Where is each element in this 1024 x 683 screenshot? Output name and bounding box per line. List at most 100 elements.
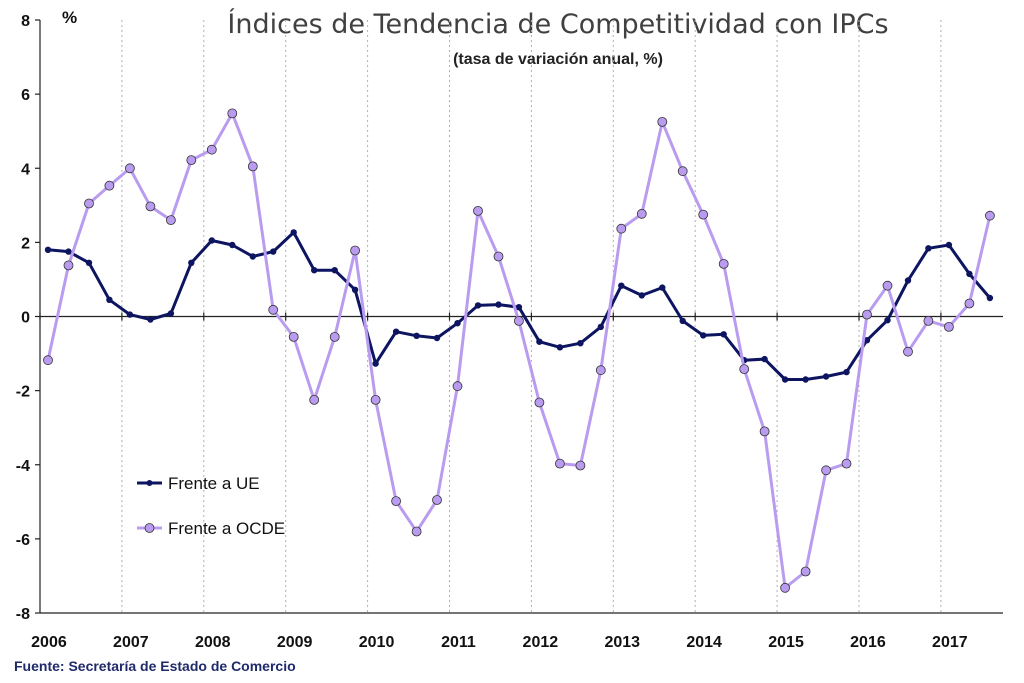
legend-marker-ocde [144,523,155,533]
data-point [147,316,154,323]
y-tick-label: 0 [21,310,30,327]
data-point [84,198,94,209]
data-point [227,108,238,119]
data-point [884,317,891,324]
data-point [432,495,442,505]
data-point [822,373,830,380]
data-point [331,267,338,274]
data-point [515,304,523,311]
legend: Frente a UE Frente a OCDE [137,474,285,538]
data-point [104,180,115,191]
data-point [392,328,400,335]
data-point [575,460,586,471]
data-point [391,496,402,507]
data-point [329,331,340,342]
data-point [761,355,768,363]
data-point [616,223,627,234]
data-point [862,309,872,320]
legend-marker-ue [146,480,153,486]
x-tick-label: 2012 [523,634,559,651]
data-point [63,260,74,271]
data-point [454,320,461,327]
legend-item-ue: Frente a UE [137,474,260,493]
x-tick-label: 2017 [932,634,968,651]
data-point [106,296,113,303]
data-point [700,332,707,339]
series [43,108,995,593]
data-point [309,394,320,405]
data-point [514,315,524,326]
data-point [863,337,871,344]
y-tick-label: 6 [21,87,30,104]
data-point [372,360,379,367]
series-ue [44,229,994,383]
x-tick-label: 2010 [359,634,395,651]
data-point [536,338,543,345]
data-point [44,246,52,253]
x-tick-label: 2013 [604,634,640,651]
x-tick-label: 2016 [850,634,886,651]
x-tick-label: 2011 [441,634,476,651]
y-tick-labels: -8 -6 -4 -2 0 2 4 6 8 [16,13,30,623]
data-point [677,166,688,177]
data-point [188,259,195,266]
data-point [966,270,973,278]
data-point [126,311,134,318]
data-point [945,241,953,249]
x-tick-label: 2009 [277,634,313,651]
legend-item-ocde: Frente a OCDE [137,519,285,538]
data-point [780,582,790,593]
data-point [165,215,176,226]
data-point [413,332,420,339]
data-point [43,355,53,366]
data-point [411,526,422,537]
x-tick-label: 2014 [686,634,722,651]
x-tick-label: 2008 [195,634,231,651]
y-tick-label: -8 [16,606,30,623]
data-point [145,201,156,212]
data-point [247,161,258,172]
data-point [452,381,463,392]
y-tick-label: -4 [16,458,30,475]
data-point [290,229,297,236]
data-point [802,376,809,383]
data-point [636,208,647,219]
series-ocde [43,108,995,593]
data-point [720,331,727,338]
x-tick-label: 2015 [768,634,804,651]
x-tick-label: 2006 [31,634,67,651]
data-point [206,144,217,155]
x-tick-labels: 2006 2007 2008 2009 2010 2011 2012 2013 2014 2015… [31,634,968,651]
data-point [474,302,482,309]
data-point [904,277,912,284]
data-point [698,209,709,220]
data-point [595,365,606,376]
data-point [843,368,850,376]
data-point [433,334,441,342]
data-point [985,210,995,221]
data-point [186,155,197,166]
data-point [986,294,994,302]
data-point [925,245,932,252]
data-point [370,394,381,405]
data-point [268,304,279,315]
data-point [718,258,729,269]
source-note: Fuente: Secretaría de Estado de Comercio [14,658,296,674]
y-tick-label: 2 [21,235,30,252]
legend-label-ue: Frente a UE [168,474,260,493]
data-point [85,259,93,266]
data-point [229,241,236,249]
data-point [495,301,502,308]
chart-subtitle: (tasa de variación anual, %) [453,51,663,68]
data-point [659,284,666,291]
data-point [288,331,299,342]
axes [35,19,1003,614]
data-point [65,248,72,255]
data-point [270,248,277,255]
data-point [597,323,604,331]
chart-title: Índices de Tendencia de Competitividad c… [227,8,888,40]
data-point [739,364,750,375]
series-line [46,111,992,590]
data-point [759,426,770,437]
